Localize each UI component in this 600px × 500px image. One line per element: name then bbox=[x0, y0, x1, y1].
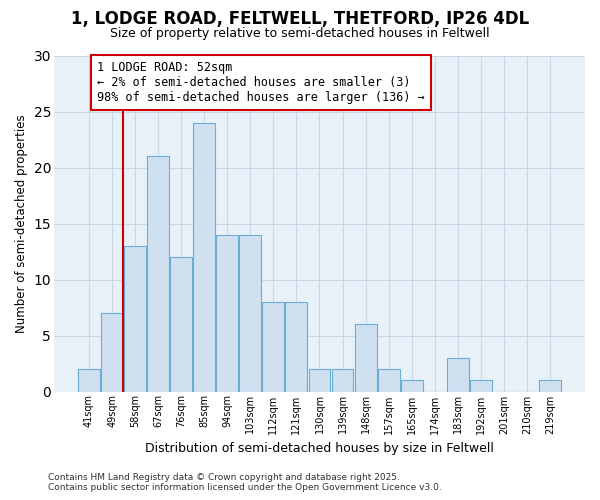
Bar bbox=[170, 257, 192, 392]
Bar bbox=[286, 302, 307, 392]
Bar bbox=[470, 380, 492, 392]
Y-axis label: Number of semi-detached properties: Number of semi-detached properties bbox=[15, 114, 28, 333]
Bar bbox=[239, 234, 261, 392]
Bar bbox=[217, 234, 238, 392]
Bar bbox=[147, 156, 169, 392]
Bar bbox=[193, 122, 215, 392]
X-axis label: Distribution of semi-detached houses by size in Feltwell: Distribution of semi-detached houses by … bbox=[145, 442, 494, 455]
Bar bbox=[101, 313, 123, 392]
Text: 1, LODGE ROAD, FELTWELL, THETFORD, IP26 4DL: 1, LODGE ROAD, FELTWELL, THETFORD, IP26 … bbox=[71, 10, 529, 28]
Bar bbox=[377, 369, 400, 392]
Text: Contains HM Land Registry data © Crown copyright and database right 2025.
Contai: Contains HM Land Registry data © Crown c… bbox=[48, 473, 442, 492]
Bar bbox=[78, 369, 100, 392]
Bar bbox=[332, 369, 353, 392]
Bar bbox=[447, 358, 469, 392]
Bar bbox=[355, 324, 377, 392]
Text: 1 LODGE ROAD: 52sqm
← 2% of semi-detached houses are smaller (3)
98% of semi-det: 1 LODGE ROAD: 52sqm ← 2% of semi-detache… bbox=[97, 61, 425, 104]
Bar bbox=[539, 380, 561, 392]
Bar bbox=[308, 369, 331, 392]
Bar bbox=[124, 246, 146, 392]
Bar bbox=[401, 380, 422, 392]
Bar bbox=[262, 302, 284, 392]
Text: Size of property relative to semi-detached houses in Feltwell: Size of property relative to semi-detach… bbox=[110, 28, 490, 40]
